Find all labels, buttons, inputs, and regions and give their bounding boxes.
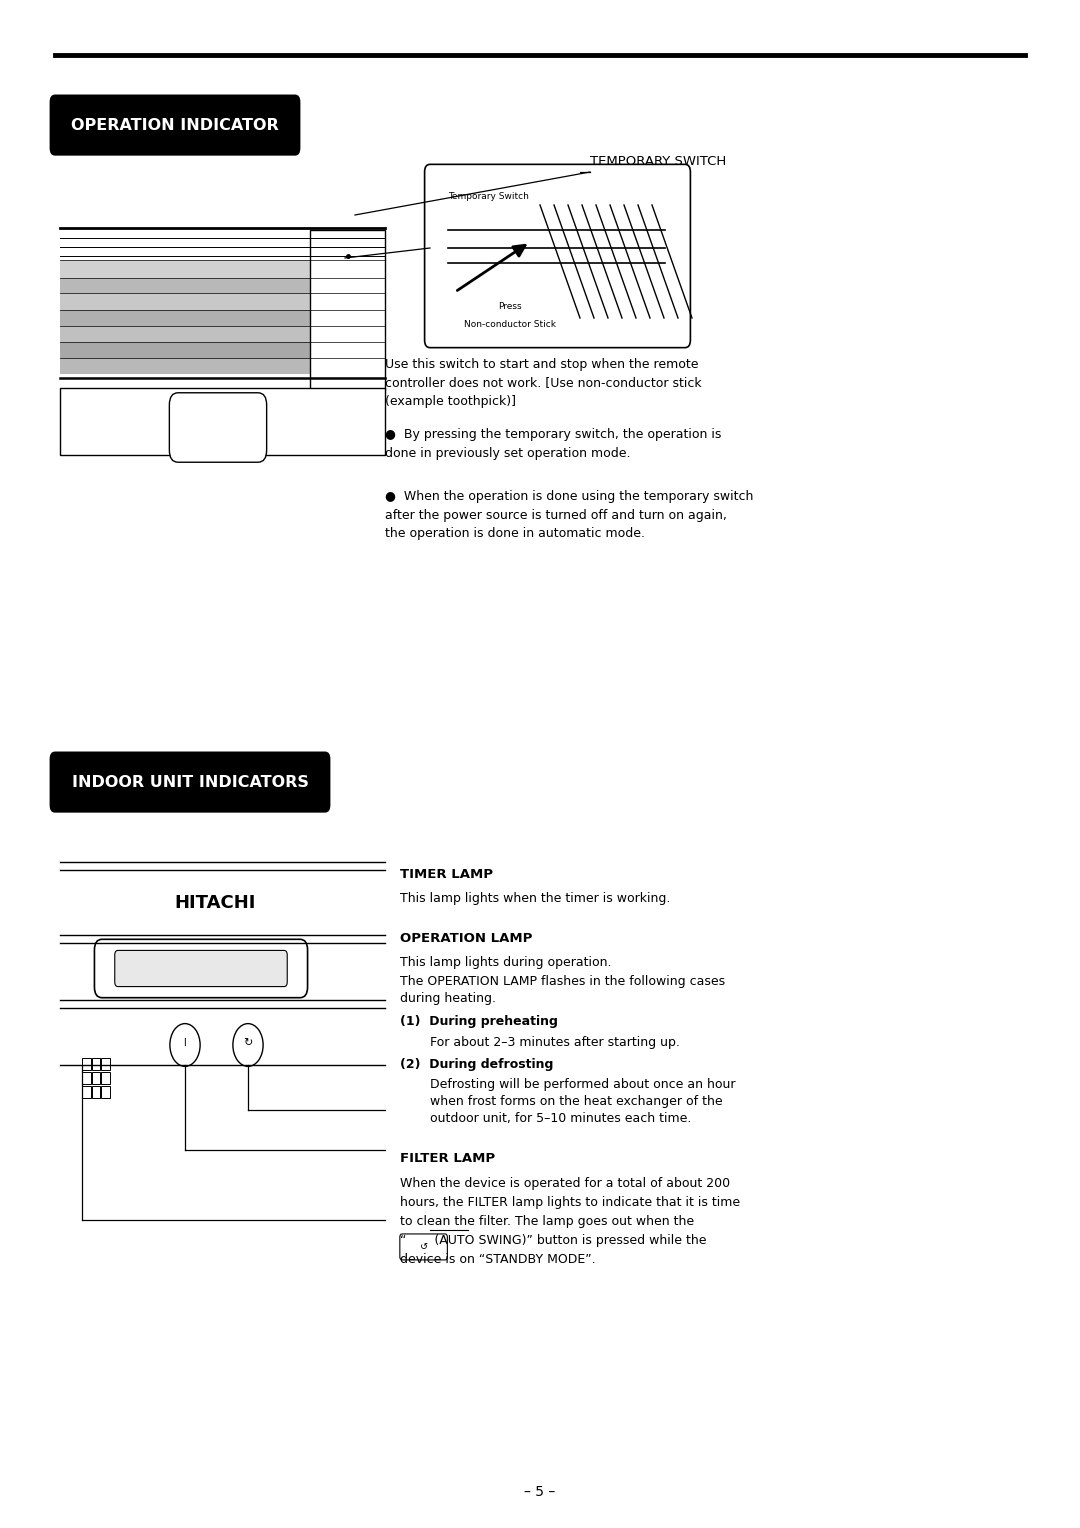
Text: HITACHI: HITACHI [174, 894, 256, 912]
Bar [60, 260, 384, 278]
Bar [60, 293, 384, 310]
Text: OPERATION INDICATOR: OPERATION INDICATOR [71, 118, 279, 133]
Bar [82, 1057, 91, 1070]
Text: l: l [184, 1038, 187, 1048]
Text: “       (AUTO SWING)” button is pressed while the: “ (AUTO SWING)” button is pressed while … [400, 1235, 706, 1247]
FancyBboxPatch shape [424, 165, 690, 348]
Bar [60, 325, 384, 342]
Text: For about 2–3 minutes after starting up.: For about 2–3 minutes after starting up. [430, 1036, 680, 1050]
Text: ●  By pressing the temporary switch, the operation is
done in previously set ope: ● By pressing the temporary switch, the … [384, 428, 721, 460]
Bar [60, 278, 384, 293]
Text: Use this switch to start and stop when the remote
controller does not work. [Use: Use this switch to start and stop when t… [384, 358, 702, 408]
Text: hours, the FILTER lamp lights to indicate that it is time: hours, the FILTER lamp lights to indicat… [400, 1196, 740, 1209]
FancyBboxPatch shape [170, 393, 267, 463]
Text: (2)  During defrosting: (2) During defrosting [400, 1057, 553, 1071]
FancyBboxPatch shape [114, 950, 287, 987]
Bar [310, 231, 384, 390]
Text: Temporary Switch: Temporary Switch [448, 193, 529, 202]
Bar [92, 1057, 100, 1070]
Text: ↻: ↻ [243, 1038, 253, 1048]
Text: TIMER LAMP: TIMER LAMP [400, 868, 492, 882]
Text: (1)  During preheating: (1) During preheating [400, 1015, 558, 1028]
Bar [102, 1085, 110, 1097]
Bar [82, 1071, 91, 1083]
Bar [102, 1071, 110, 1083]
Text: Defrosting will be performed about once an hour
when frost forms on the heat exc: Defrosting will be performed about once … [430, 1077, 735, 1125]
Bar [102, 1057, 110, 1070]
Text: INDOOR UNIT INDICATORS: INDOOR UNIT INDICATORS [71, 775, 309, 790]
Text: ●  When the operation is done using the temporary switch
after the power source : ● When the operation is done using the t… [384, 490, 754, 539]
Bar [60, 358, 384, 374]
Text: OPERATION LAMP: OPERATION LAMP [400, 932, 532, 944]
Text: This lamp lights during operation.: This lamp lights during operation. [400, 957, 611, 969]
Text: ↺: ↺ [419, 1242, 428, 1251]
Text: When the device is operated for a total of about 200: When the device is operated for a total … [400, 1177, 730, 1190]
Text: to clean the filter. The lamp goes out when the: to clean the filter. The lamp goes out w… [400, 1215, 694, 1229]
Text: This lamp lights when the timer is working.: This lamp lights when the timer is worki… [400, 892, 671, 905]
Bar [60, 310, 384, 325]
Bar [60, 388, 384, 455]
Text: Non-conductor Stick: Non-conductor Stick [464, 319, 556, 329]
FancyBboxPatch shape [50, 95, 300, 156]
Bar [92, 1085, 100, 1097]
FancyBboxPatch shape [400, 1235, 447, 1261]
FancyBboxPatch shape [50, 752, 330, 813]
Text: The OPERATION LAMP flashes in the following cases
during heating.: The OPERATION LAMP flashes in the follow… [400, 975, 725, 1005]
Text: TEMPORARY SWITCH: TEMPORARY SWITCH [590, 154, 726, 168]
Text: device is on “STANDBY MODE”.: device is on “STANDBY MODE”. [400, 1253, 596, 1267]
Text: FILTER LAMP: FILTER LAMP [400, 1152, 495, 1164]
Text: Press: Press [498, 303, 522, 312]
Bar [92, 1071, 100, 1083]
Bar [82, 1085, 91, 1097]
Text: – 5 –: – 5 – [525, 1485, 555, 1499]
Bar [60, 342, 384, 358]
FancyBboxPatch shape [94, 940, 308, 998]
